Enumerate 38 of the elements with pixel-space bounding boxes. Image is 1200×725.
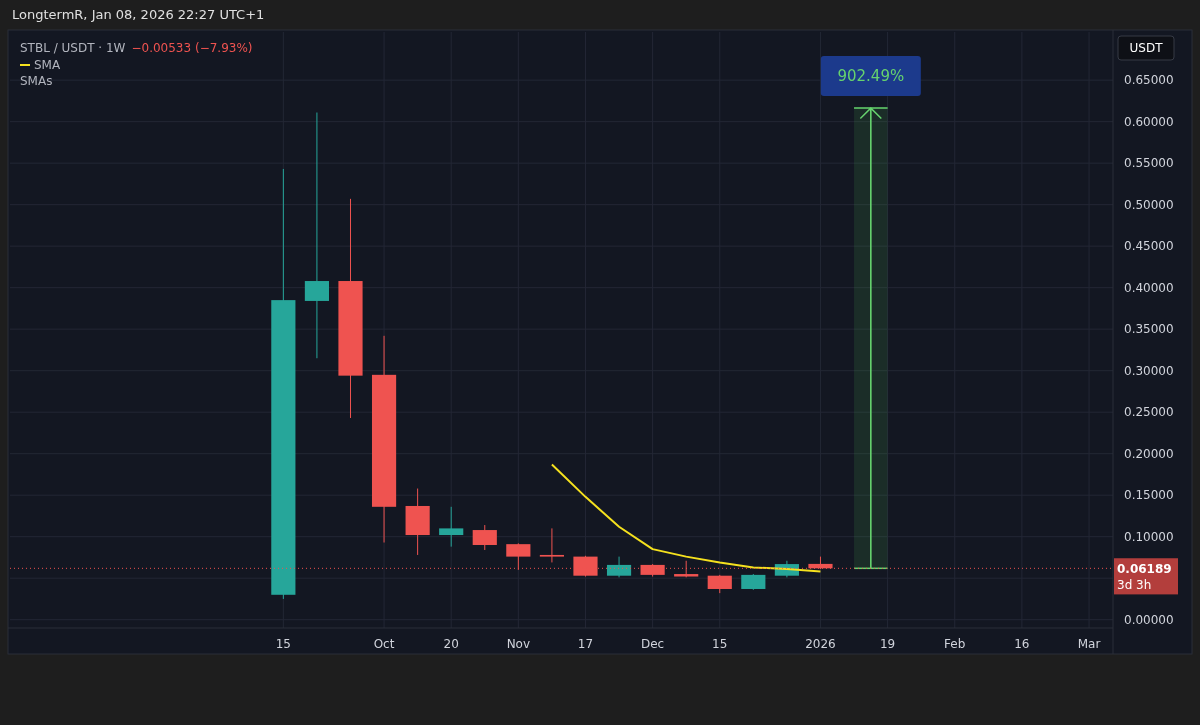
x-tick-label: Oct — [373, 637, 395, 651]
x-tick-label: Nov — [506, 637, 531, 651]
text: −0.00533 (−7.93%) — [131, 41, 253, 55]
y-tick-label: 0.40000 — [1124, 280, 1174, 295]
annotation: 902.49% — [837, 67, 905, 85]
y-tick-label: 0.45000 — [1124, 239, 1174, 254]
x-tick-label: 16 — [1014, 637, 1030, 651]
line-series — [550, 463, 822, 573]
x-tick-label: 20 — [443, 637, 459, 651]
x-tick-label: 15 — [275, 637, 291, 651]
y-tick-label: 0.55000 — [1124, 156, 1174, 171]
x-tick-label: 17 — [577, 637, 594, 651]
candlestick — [304, 112, 330, 359]
annotation: SMAs — [20, 74, 53, 88]
x-tick-label: 15 — [712, 637, 728, 651]
y-axis-title: USDT — [1129, 41, 1164, 55]
y-tick-label: 0.50000 — [1124, 197, 1174, 212]
candlestick — [439, 506, 464, 548]
text: LongtermR, Jan 08, 2026 22:27 UTC+1 — [12, 7, 265, 22]
x-tick-label: Dec — [641, 637, 665, 651]
y-tick-label: 0.20000 — [1124, 446, 1174, 461]
text: STBL / USDT · 1W — [20, 41, 126, 55]
y-tick-label: 0.35000 — [1124, 322, 1174, 337]
y-tick-label: 0.00000 — [1124, 612, 1174, 627]
y-tick-label: 0.25000 — [1124, 405, 1174, 420]
x-tick-label: 2026 — [805, 637, 836, 651]
candlestick — [539, 527, 564, 563]
text: 3d 3h — [1117, 577, 1152, 592]
ref-line-label: 0.06189 — [1117, 561, 1172, 576]
y-tick-label: 0.65000 — [1124, 73, 1174, 88]
y-tick-label: 0.60000 — [1124, 114, 1174, 129]
x-tick-label: 19 — [879, 637, 896, 651]
x-tick-label: Mar — [1077, 637, 1101, 651]
y-tick-label: 0.30000 — [1124, 363, 1174, 378]
legend-label: SMA — [34, 58, 61, 72]
x-tick-label: Feb — [944, 637, 966, 651]
y-tick-label: 0.15000 — [1124, 488, 1174, 503]
y-tick-label: 0.10000 — [1124, 529, 1174, 544]
